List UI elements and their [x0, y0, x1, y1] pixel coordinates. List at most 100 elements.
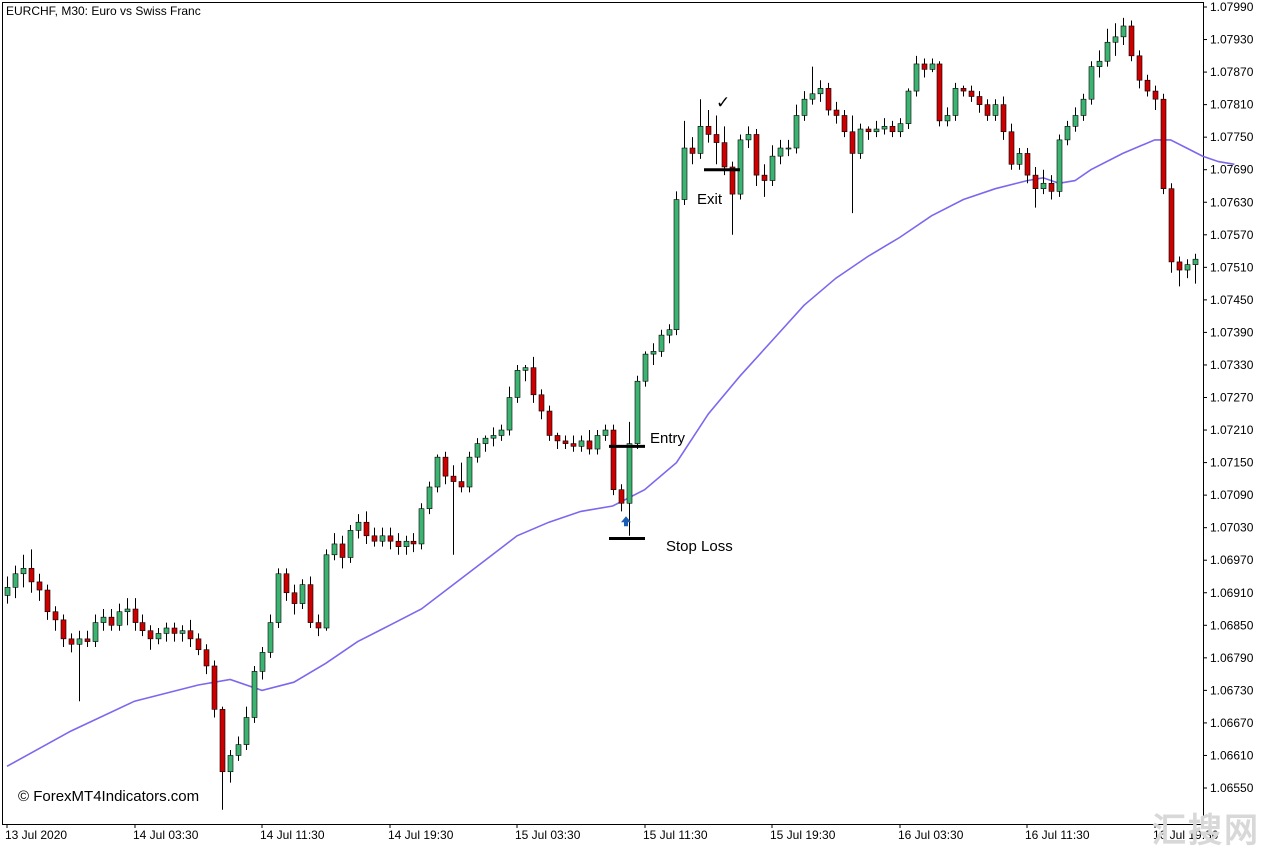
- bear-candle-body: [1136, 55, 1143, 81]
- bear-candle-body: [371, 535, 378, 542]
- bear-candle-body: [442, 456, 449, 477]
- candle: [267, 614, 274, 658]
- candle: [793, 104, 800, 154]
- candle: [841, 110, 848, 138]
- bear-candle-body: [1176, 261, 1183, 271]
- candle: [658, 329, 665, 357]
- candle: [76, 630, 83, 702]
- bear-candle-body: [1128, 25, 1135, 57]
- bull-candle-body: [881, 126, 888, 130]
- bull-candle-body: [801, 98, 808, 116]
- candle: [689, 137, 696, 165]
- bull-candle-body: [913, 63, 920, 92]
- bear-candle-body: [1032, 174, 1039, 189]
- bear-candle-body: [546, 410, 553, 436]
- candle: [155, 628, 162, 645]
- bull-candle-body: [952, 88, 959, 116]
- candle: [913, 55, 920, 97]
- candle: [570, 435, 577, 452]
- candle: [634, 375, 641, 450]
- candle: [1120, 17, 1127, 45]
- candle: [227, 750, 234, 783]
- candle: [626, 421, 633, 536]
- bear-candle-body: [1024, 153, 1031, 176]
- candle: [1056, 134, 1063, 197]
- bull-candle-body: [634, 380, 641, 444]
- bull-candle-body: [905, 90, 912, 124]
- bear-candle-body: [291, 592, 298, 604]
- bull-candle-body: [650, 351, 657, 355]
- bear-candle-body: [363, 521, 370, 537]
- candle: [1144, 74, 1151, 97]
- stop-loss-label: Stop Loss: [666, 538, 733, 555]
- candle: [458, 462, 465, 493]
- candle: [52, 606, 59, 631]
- candle: [1128, 20, 1135, 62]
- bull-candle-body: [275, 573, 282, 623]
- y-tick-label: 1.07150: [1210, 456, 1254, 470]
- x-tick-label: 15 Jul 11:30: [643, 828, 708, 842]
- bull-candle-body: [155, 633, 162, 640]
- bull-candle-body: [403, 540, 410, 547]
- candle: [116, 603, 123, 631]
- bull-candle-body: [235, 744, 242, 756]
- bear-candle-body: [315, 622, 322, 629]
- candle: [1112, 23, 1119, 56]
- candle: [921, 58, 928, 78]
- y-tick-label: 1.07030: [1210, 521, 1254, 535]
- candle: [578, 435, 585, 452]
- candle: [450, 465, 457, 555]
- candle: [809, 66, 816, 105]
- bull-candle-body: [1192, 258, 1199, 265]
- candle: [92, 614, 99, 647]
- candle: [1088, 61, 1095, 105]
- bear-candle-body: [52, 611, 59, 621]
- candle: [889, 120, 896, 138]
- bull-candle-body: [857, 128, 864, 154]
- bull-candle-body: [578, 440, 585, 447]
- x-tick-label: 13 Jul 2020: [5, 828, 67, 842]
- bull-candle-body: [817, 88, 824, 95]
- bear-candle-body: [1168, 188, 1175, 263]
- candle: [952, 82, 959, 121]
- y-tick-label: 1.07630: [1210, 195, 1254, 209]
- bull-candle-body: [347, 530, 354, 558]
- candle: [538, 389, 545, 420]
- candle: [944, 107, 951, 127]
- bear-candle-body: [132, 608, 139, 623]
- y-tick-label: 1.07210: [1210, 423, 1254, 437]
- bull-candle-body: [355, 521, 362, 531]
- bear-candle-body: [1160, 98, 1167, 189]
- candle: [1024, 148, 1031, 184]
- bull-candle-body: [992, 104, 999, 116]
- bull-candle-body: [745, 134, 752, 141]
- bear-candle-body: [1144, 79, 1151, 92]
- bear-candle-body: [68, 638, 75, 645]
- bull-candle-body: [697, 126, 704, 154]
- bear-candle-body: [44, 589, 51, 613]
- candle: [203, 644, 210, 675]
- bear-candle-body: [761, 174, 768, 181]
- candle: [1016, 148, 1023, 170]
- y-tick-label: 1.06910: [1210, 586, 1254, 600]
- bull-candle-body: [418, 508, 425, 545]
- candle: [610, 424, 617, 496]
- candle: [1192, 253, 1199, 284]
- candle: [100, 609, 107, 631]
- x-tick-label: 15 Jul 19:30: [770, 828, 836, 842]
- bull-candle-body: [737, 139, 744, 195]
- bear-candle-body: [307, 584, 314, 623]
- bull-candle-body: [1064, 126, 1071, 141]
- candle: [514, 364, 521, 403]
- bear-candle-body: [833, 109, 840, 116]
- bull-candle-body: [1112, 36, 1119, 43]
- candle: [147, 625, 154, 650]
- bear-candle-body: [339, 543, 346, 558]
- bull-candle-body: [76, 638, 83, 645]
- candle: [187, 619, 194, 647]
- bull-candle-body: [179, 630, 186, 634]
- candle: [44, 584, 51, 620]
- bear-candle-body: [1152, 90, 1159, 100]
- candle: [410, 533, 417, 553]
